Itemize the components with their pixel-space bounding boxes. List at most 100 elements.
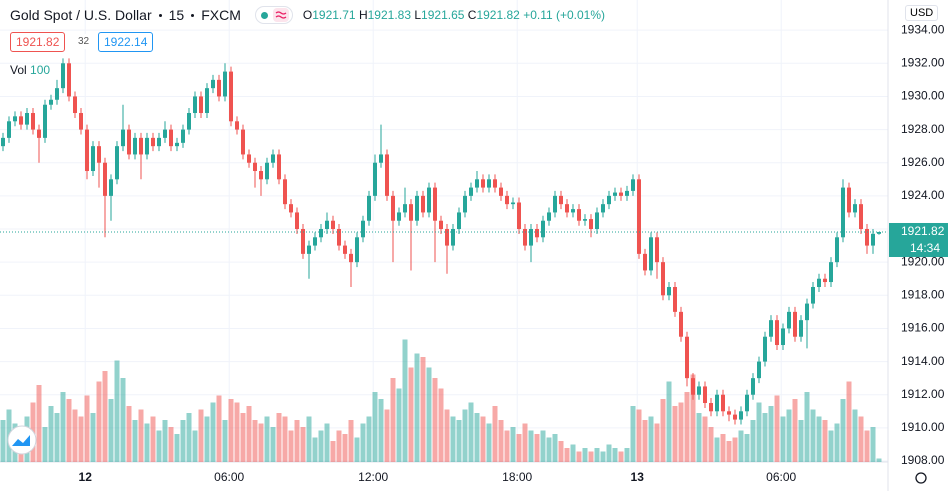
volume-bar <box>114 360 120 462</box>
candle-body <box>7 121 11 138</box>
volume-bar <box>846 381 852 462</box>
candle-body <box>787 311 791 329</box>
source: FXCM <box>201 7 241 23</box>
volume-bar <box>192 430 198 462</box>
candle-body <box>325 220 329 230</box>
volume-bar <box>450 416 456 462</box>
volume-bar <box>66 399 72 462</box>
volume-bar <box>660 399 666 462</box>
candle-body <box>337 229 341 246</box>
candle-body <box>523 229 527 246</box>
candle-body <box>61 63 65 89</box>
candle-body <box>205 88 209 114</box>
candle-body <box>685 336 689 379</box>
candle-body <box>841 187 845 238</box>
candle-body <box>277 154 281 180</box>
volume-bar <box>750 420 756 462</box>
x-tick-label: 12 <box>79 470 93 484</box>
candle-body <box>703 386 707 404</box>
logo-mark <box>12 435 30 446</box>
candle-body <box>133 137 137 155</box>
candle-body <box>163 129 167 138</box>
candle-body <box>781 328 785 346</box>
candle-body <box>595 212 599 230</box>
candle-body <box>847 187 851 213</box>
candle-body <box>37 129 41 138</box>
candle-body <box>667 287 671 296</box>
candle-body <box>709 403 713 412</box>
candle-body <box>637 179 641 254</box>
candle-body <box>469 187 473 196</box>
volume-bar <box>156 430 162 462</box>
volume-bar <box>558 441 564 462</box>
candle-body <box>751 378 755 395</box>
sell-button[interactable]: 1921.82 <box>10 32 66 52</box>
ohlc-value: 1921.71 <box>312 8 356 22</box>
volume-bar <box>564 448 570 462</box>
candle-body <box>253 162 257 172</box>
volume-bar <box>672 406 678 462</box>
volume-bar <box>102 371 108 462</box>
volume-bar <box>312 437 318 462</box>
candle-body <box>607 195 611 205</box>
candle-body <box>217 79 221 97</box>
candle-body <box>265 162 269 180</box>
candle-body <box>121 129 125 147</box>
candle-body <box>769 320 773 337</box>
x-tick-label: 06:00 <box>766 470 796 484</box>
volume-bar <box>690 374 696 462</box>
volume-bar <box>624 448 630 462</box>
volume-bar <box>780 416 786 462</box>
status-icons[interactable] <box>254 6 293 24</box>
candle-body <box>673 287 677 312</box>
volume-bar <box>306 416 312 462</box>
candle-body <box>877 231 881 234</box>
candle-body <box>517 202 521 230</box>
buy-button[interactable]: 1922.14 <box>98 32 154 52</box>
candle-body <box>601 204 605 213</box>
y-tick-label: 1930.00 <box>901 89 945 103</box>
x-tick-label: 12:00 <box>358 470 388 484</box>
candle-body <box>331 220 335 230</box>
candle-body <box>361 220 365 238</box>
candle-body <box>271 154 275 163</box>
y-tick-label: 1914.00 <box>901 354 945 368</box>
volume-bar <box>108 399 114 462</box>
candle-body <box>439 220 443 230</box>
logo <box>7 425 37 455</box>
volume-bar <box>762 413 768 462</box>
candle-body <box>547 212 551 221</box>
volume-bar <box>696 413 702 462</box>
ohlc-label: O <box>302 8 313 22</box>
x-tick-label: 06:00 <box>214 470 244 484</box>
volume-bar <box>210 402 216 462</box>
candle-body <box>871 233 875 246</box>
y-tick-label: 1916.00 <box>901 321 945 335</box>
candle-body <box>739 411 743 420</box>
volume-bar <box>48 406 54 462</box>
candle-body <box>13 116 17 122</box>
volume-bar <box>852 409 858 462</box>
volume-bar <box>420 357 426 462</box>
volume-bar <box>252 420 258 462</box>
candle-body <box>193 96 197 114</box>
symbol-title: Gold Spot / U.S. Dollar <box>10 7 152 23</box>
currency-button[interactable]: USD <box>905 5 939 21</box>
volume-bar <box>294 420 300 462</box>
volume-bar <box>390 378 396 462</box>
candle-body <box>721 394 725 412</box>
ohlc-value: 1921.83 <box>367 8 412 22</box>
x-tick-label: 18:00 <box>502 470 532 484</box>
candle-body <box>169 129 173 147</box>
volume-bar <box>876 458 882 462</box>
y-tick-label: 1928.00 <box>901 122 945 136</box>
candle-body <box>487 179 491 188</box>
volume-bar <box>834 423 840 462</box>
y-tick-label: 1908.00 <box>901 453 945 467</box>
candle-body <box>865 229 869 246</box>
volume-bar <box>546 437 552 462</box>
candle-body <box>493 179 497 188</box>
candle-body <box>661 262 665 296</box>
volume-bar <box>336 430 342 462</box>
